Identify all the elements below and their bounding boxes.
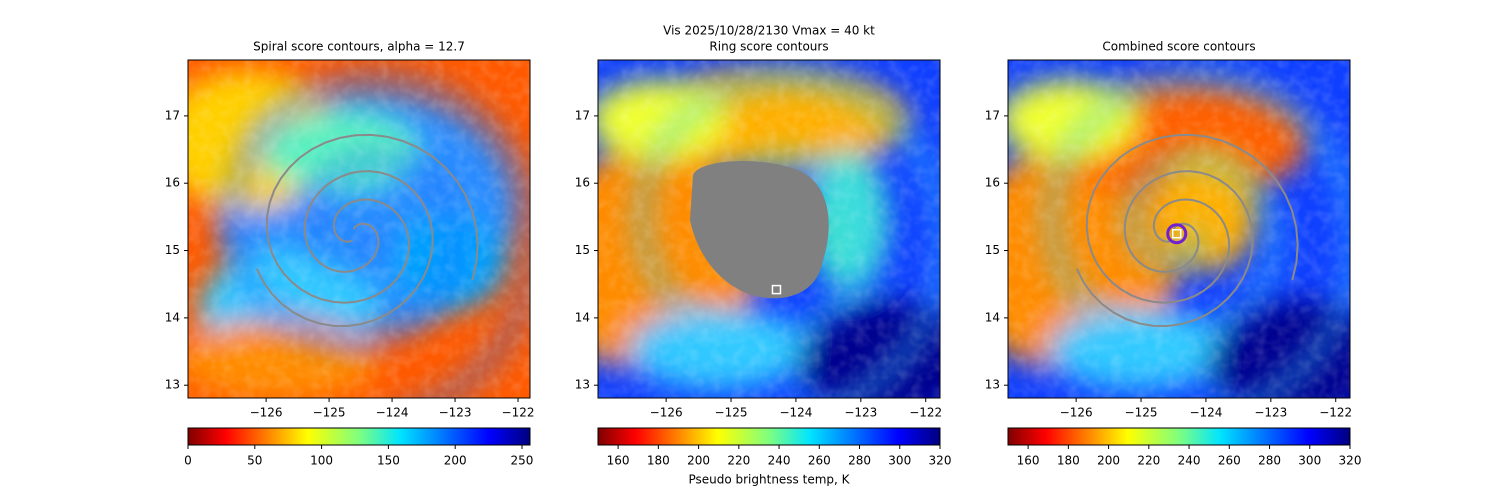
colorbar-tick-label: 180 [1057, 454, 1080, 468]
x-tick-label: −122 [909, 406, 942, 420]
image [188, 60, 530, 398]
colorbar-tick-label: 300 [888, 454, 911, 468]
colorbar-label: Pseudo brightness temp, K [688, 473, 850, 487]
colorbar-tick-label: 160 [607, 454, 630, 468]
colorbar-tick-label: 260 [808, 454, 831, 468]
x-tick-label: −123 [844, 406, 877, 420]
y-tick-label: 17 [165, 108, 180, 122]
x-tick-label: −126 [250, 406, 283, 420]
image [598, 60, 940, 398]
colorbar-tick-label: 220 [1137, 454, 1160, 468]
panel-title: Combined score contours [1102, 40, 1255, 54]
y-tick-label: 13 [985, 378, 1000, 392]
x-tick-label: −123 [439, 406, 472, 420]
colorbar-tick-label: 280 [848, 454, 871, 468]
x-tick-label: −125 [1125, 406, 1158, 420]
x-tick-label: −124 [779, 406, 812, 420]
y-tick-label: 15 [575, 243, 590, 257]
x-tick-label: −123 [1254, 406, 1287, 420]
colorbar-tick-label: 50 [247, 454, 262, 468]
contour [1075, 170, 1254, 327]
colorbar-tick-label: 180 [647, 454, 670, 468]
center-marker [1171, 228, 1182, 239]
panel-title: Ring score contours [709, 40, 828, 54]
colorbar-tick-label: 320 [1339, 454, 1362, 468]
y-tick-label: 13 [165, 378, 180, 392]
colorbar [187, 427, 531, 446]
y-tick-label: 16 [985, 176, 1000, 190]
image [1008, 60, 1350, 398]
x-tick-label: −122 [502, 406, 535, 420]
x-tick-label: −126 [650, 406, 683, 420]
colorbar-tick-label: 160 [1017, 454, 1040, 468]
colorbar-tick-label: 200 [1097, 454, 1120, 468]
colorbar [597, 427, 941, 446]
y-tick-label: 13 [575, 378, 590, 392]
x-tick-label: −126 [1060, 406, 1093, 420]
axes-frame [597, 59, 941, 399]
x-tick-label: −125 [313, 406, 346, 420]
colorbar-tick-label: 220 [727, 454, 750, 468]
y-tick-label: 15 [165, 243, 180, 257]
colorbar-tick-label: 0 [184, 454, 192, 468]
x-tick-label: −122 [1319, 406, 1352, 420]
x-tick-label: −124 [1189, 406, 1222, 420]
panel-title: Spiral score contours, alpha = 12.7 [253, 40, 465, 54]
colorbar-tick-label: 260 [1218, 454, 1241, 468]
contour [255, 170, 434, 327]
colorbar-tick-label: 300 [1298, 454, 1321, 468]
axes-frame [1007, 59, 1351, 399]
colorbar-tick-label: 250 [511, 454, 534, 468]
colorbar [1007, 427, 1351, 446]
colorbar-tick-label: 320 [929, 454, 952, 468]
y-tick-label: 14 [165, 310, 180, 324]
texture [188, 60, 530, 398]
colorbar-tick-label: 240 [768, 454, 791, 468]
contour [1085, 133, 1299, 304]
contour [265, 133, 479, 304]
colorbar-tick-label: 200 [687, 454, 710, 468]
center-ring [1166, 223, 1188, 245]
y-tick-label: 17 [575, 108, 590, 122]
colorbar-tick-label: 240 [1178, 454, 1201, 468]
y-tick-label: 14 [575, 310, 590, 324]
masked-region [690, 160, 829, 299]
colorbar-tick-label: 100 [310, 454, 333, 468]
center-marker [771, 284, 782, 295]
y-tick-label: 16 [165, 176, 180, 190]
colorbar-tick-label: 280 [1258, 454, 1281, 468]
y-tick-label: 15 [985, 243, 1000, 257]
y-tick-label: 17 [985, 108, 1000, 122]
x-tick-label: −124 [376, 406, 409, 420]
y-tick-label: 16 [575, 176, 590, 190]
colorbar-tick-label: 150 [377, 454, 400, 468]
x-tick-label: −125 [715, 406, 748, 420]
axes-frame [187, 59, 531, 399]
colorbar-tick-label: 200 [444, 454, 467, 468]
y-tick-label: 14 [985, 310, 1000, 324]
figure-title: Vis 2025/10/28/2130 Vmax = 40 kt [663, 24, 875, 38]
